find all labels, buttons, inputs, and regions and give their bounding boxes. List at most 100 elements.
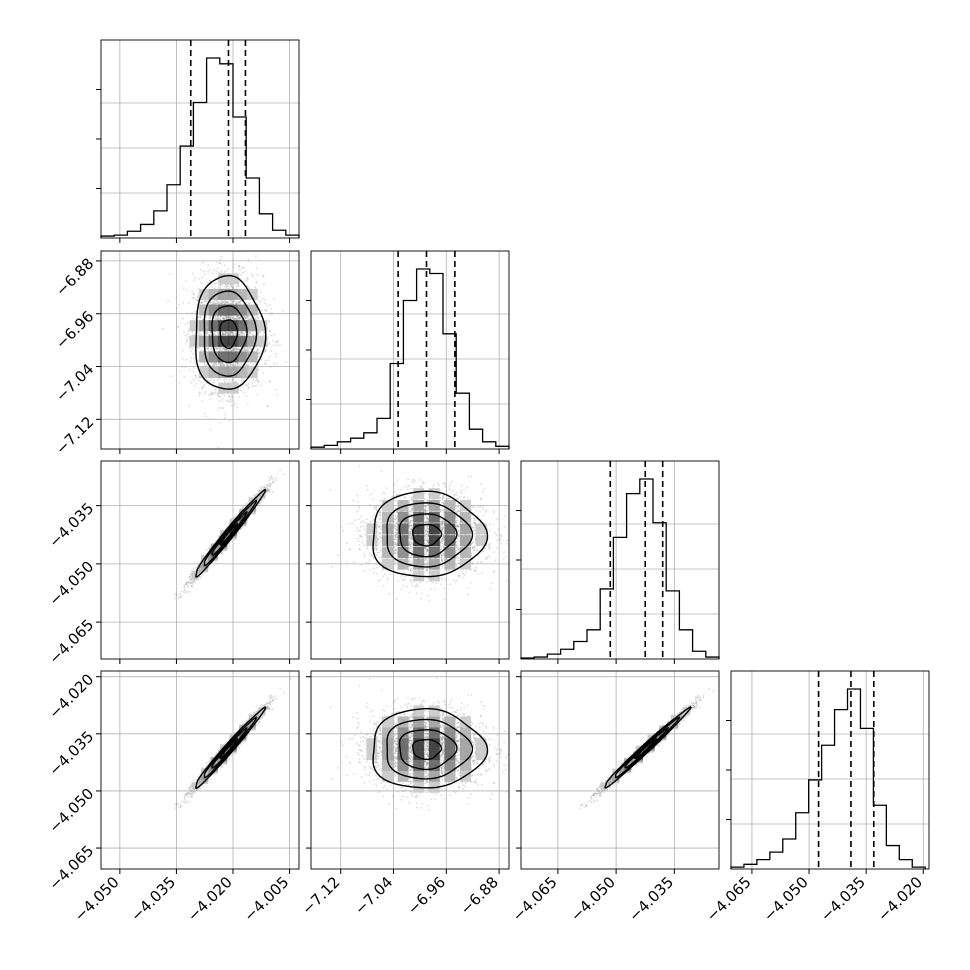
scatter-point (191, 584, 193, 587)
scatter-point (209, 557, 212, 560)
scatter-point (194, 277, 197, 279)
scatter-point (192, 367, 195, 369)
scatter-point (239, 300, 242, 303)
density-bin (227, 288, 239, 300)
density-bin (199, 351, 211, 363)
scatter-point (187, 330, 190, 332)
scatter-point (269, 313, 272, 316)
scatter-point (223, 285, 226, 288)
scatter-point (219, 348, 222, 351)
scatter-point (229, 380, 231, 383)
scatter-point (190, 349, 192, 352)
scatter-point (244, 331, 247, 334)
scatter-point (274, 479, 277, 482)
scatter-point (250, 318, 252, 320)
scatter-point (219, 363, 222, 365)
scatter-point (207, 348, 210, 351)
scatter-point (265, 310, 268, 313)
scatter-point (231, 301, 234, 304)
scatter-point (247, 510, 250, 513)
scatter-point (233, 300, 235, 303)
scatter-point (214, 388, 217, 391)
histogram-2 (520, 478, 720, 659)
scatter-point (222, 347, 224, 350)
scatter-point (262, 372, 264, 374)
scatter-point (220, 552, 223, 555)
density-bin (208, 304, 220, 316)
scatter-point (217, 267, 219, 270)
scatter-point (251, 333, 254, 336)
density-bin (208, 351, 220, 363)
scatter-point (239, 528, 242, 531)
scatter-point (245, 301, 248, 304)
scatter-point (249, 332, 252, 335)
scatter-point (219, 362, 222, 365)
scatter-point (247, 348, 250, 351)
scatter-point (217, 362, 220, 365)
scatter-point (192, 334, 194, 337)
scatter-point (191, 297, 194, 299)
scatter-point (264, 348, 267, 351)
scatter-point (186, 312, 189, 315)
scatter-point (233, 347, 236, 350)
scatter-point (219, 286, 222, 289)
scatter-point (238, 333, 240, 336)
scatter-point (247, 258, 250, 261)
scatter-point (222, 364, 225, 366)
scatter-point (209, 316, 211, 319)
scatter-point (237, 284, 240, 287)
scatter-point (263, 283, 265, 285)
scatter-point (268, 355, 271, 358)
scatter-point (213, 316, 216, 319)
scatter-point (269, 380, 271, 383)
scatter-point (187, 302, 190, 305)
scatter-point (223, 317, 225, 320)
scatter-point (199, 560, 202, 563)
scatter-point (192, 352, 195, 355)
scatter-point (272, 339, 275, 342)
scatter-point (245, 364, 248, 367)
scatter-point (219, 364, 222, 367)
scatter-point (259, 346, 262, 349)
scatter-point (240, 363, 243, 366)
scatter-point (209, 428, 212, 431)
scatter-point (263, 331, 266, 334)
scatter-point (192, 370, 195, 372)
scatter-point (215, 364, 218, 366)
scatter-point (273, 344, 275, 347)
scatter-point (248, 302, 251, 305)
panel-frame (730, 670, 930, 870)
scatter-point (216, 392, 219, 395)
scatter-point (268, 329, 271, 332)
scatter-point (181, 366, 184, 368)
scatter-point (198, 569, 201, 572)
scatter-point (225, 301, 227, 304)
scatter-point (276, 344, 279, 347)
scatter-point (244, 316, 247, 319)
scatter-point (270, 475, 273, 478)
scatter-point (194, 298, 197, 301)
scatter-point (227, 332, 229, 335)
scatter-point (208, 558, 211, 560)
scatter-point (225, 400, 228, 402)
scatter-point (237, 520, 240, 523)
scatter-point (245, 316, 248, 319)
scatter-point (217, 302, 220, 305)
scatter-point (227, 349, 230, 351)
scatter-point (230, 363, 232, 365)
scatter-point (243, 315, 246, 318)
scatter-point (208, 317, 211, 320)
scatter-point (239, 300, 242, 303)
scatter-point (217, 316, 220, 319)
scatter-point (208, 558, 211, 560)
histogram-0 (100, 57, 300, 238)
scatter-point (258, 352, 261, 355)
density-bin (237, 335, 249, 347)
scatter-point (184, 323, 187, 326)
scatter-point (219, 421, 222, 424)
scatter-point (228, 315, 231, 318)
scatter-point (228, 333, 231, 335)
scatter-point (192, 379, 195, 381)
scatter-point (234, 318, 236, 321)
scatter-point (270, 476, 273, 479)
